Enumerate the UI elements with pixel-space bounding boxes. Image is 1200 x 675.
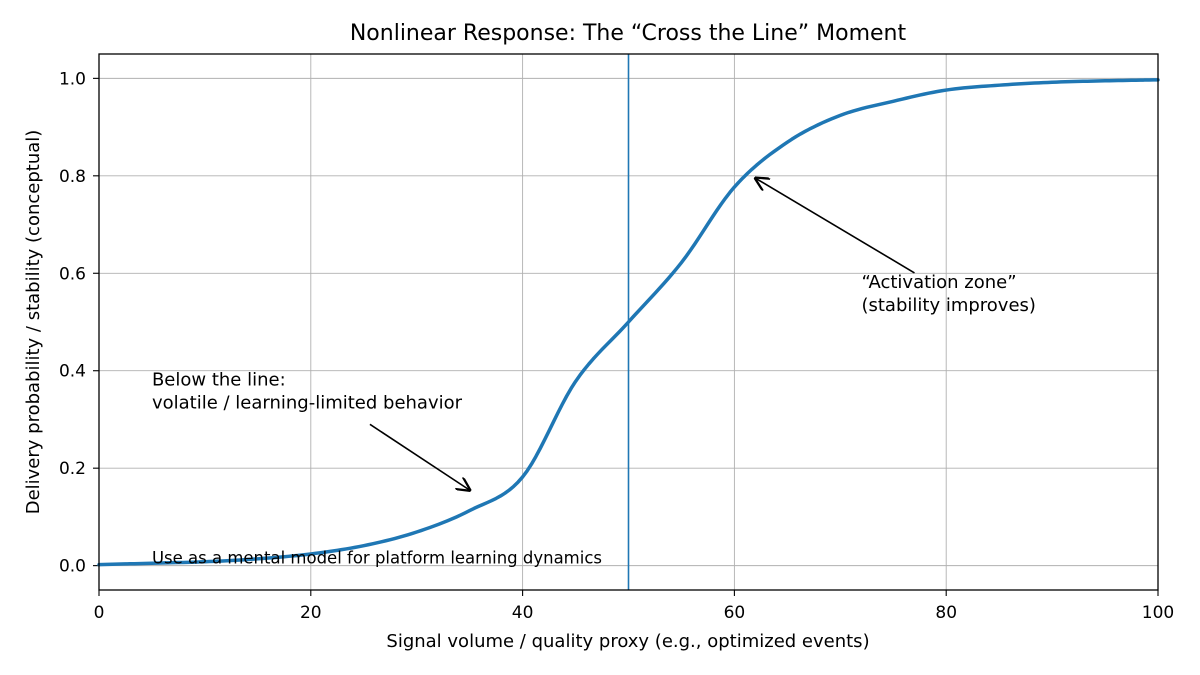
y-tick-label: 0.4 [59, 362, 86, 382]
y-tick-label: 0.6 [59, 264, 86, 284]
annotation-text: Below the line: [152, 369, 286, 390]
x-tick-label: 40 [512, 603, 534, 623]
y-tick-label: 0.0 [59, 557, 86, 577]
footnote-text: Use as a mental model for platform learn… [152, 549, 602, 568]
y-axis-label: Delivery probability / stability (concep… [23, 130, 44, 515]
annotation-text: (stability improves) [861, 295, 1035, 316]
annotation-text: “Activation zone” [861, 272, 1016, 293]
axis-ticks: 0 20 40 60 80 100 0.0 0.2 0.4 0.6 0.8 1.0 [59, 69, 1174, 623]
y-tick-label: 0.2 [59, 459, 86, 479]
x-tick-label: 100 [1142, 603, 1174, 623]
x-axis-label: Signal volume / quality proxy (e.g., opt… [386, 631, 869, 652]
annotation-arrow [756, 178, 915, 274]
y-tick-label: 0.8 [59, 167, 86, 187]
x-tick-label: 0 [94, 603, 105, 623]
annotations: “Activation zone”(stability improves) Bel… [152, 178, 1036, 568]
y-tick-label: 1.0 [59, 69, 86, 89]
x-tick-label: 20 [300, 603, 322, 623]
plot-frame [98, 53, 1159, 591]
chart-title: Nonlinear Response: The “Cross the Line”… [350, 21, 907, 46]
annotation-arrow [369, 423, 470, 490]
x-tick-label: 60 [724, 603, 746, 623]
series-line [97, 78, 1160, 567]
x-tick-label: 80 [935, 603, 957, 623]
annotation-text: volatile / learning-limited behavior [152, 392, 463, 413]
